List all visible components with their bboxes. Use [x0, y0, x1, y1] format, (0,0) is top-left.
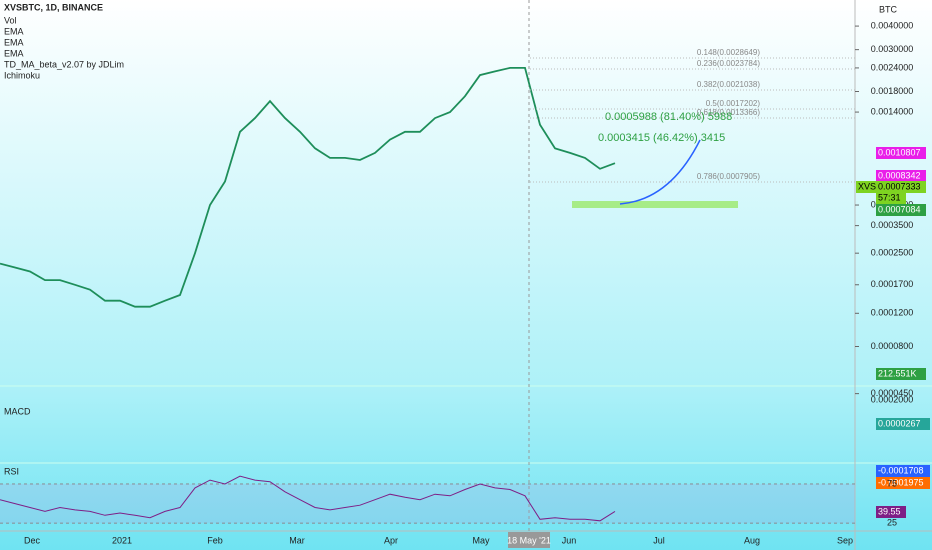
- time-label: Feb: [207, 535, 223, 545]
- rsi-tag: 39.55: [878, 506, 901, 516]
- time-label: Jul: [653, 535, 665, 545]
- time-label: Apr: [384, 535, 398, 545]
- time-label: Sep: [837, 535, 853, 545]
- fib-label: 0.148(0.0028649): [697, 48, 761, 57]
- indicator-name: EMA: [4, 48, 24, 58]
- projection-arrow: [619, 139, 701, 205]
- fib-label: 0.786(0.0007905): [697, 172, 761, 181]
- time-label: Aug: [744, 535, 760, 545]
- macd-tag: -0.0001708: [878, 465, 924, 475]
- indicator-name: EMA: [4, 37, 24, 47]
- time-label: Dec: [24, 535, 41, 545]
- price-line: [0, 67, 616, 308]
- price-tick-label: 0.0000800: [871, 341, 914, 351]
- fib-label: 0.236(0.0023784): [697, 59, 761, 68]
- price-tag: 57:31: [878, 192, 901, 202]
- time-label: 18 May '21: [507, 535, 551, 545]
- crosshair-date-bg: [508, 532, 550, 548]
- indicator-name: TD_MA_beta_v2.07 by JDLim: [4, 59, 124, 69]
- macd-tag: 0.0000267: [878, 418, 921, 428]
- price-unit: BTC: [879, 4, 898, 14]
- indicator-name: Vol: [4, 15, 17, 25]
- support-zone: [572, 201, 738, 208]
- rsi-line: [0, 475, 616, 522]
- price-tag-bg: [876, 192, 906, 204]
- rsi-tag-bg: [876, 506, 906, 518]
- price-tag: 0.0007084: [878, 204, 921, 214]
- price-tick-label: 0.0030000: [871, 44, 914, 54]
- fib-label: 0.618(0.0013366): [697, 108, 761, 117]
- price-tick-label: 0.0000450: [871, 388, 914, 398]
- rsi-title: RSI: [4, 466, 19, 476]
- price-tick-label: 0.0040000: [871, 20, 914, 30]
- macd-title: MACD: [4, 406, 31, 416]
- price-tag-bg: [876, 170, 926, 182]
- fib-label: 0.382(0.0021038): [697, 80, 761, 89]
- price-tick-label: 0.0001700: [871, 279, 914, 289]
- price-tick-label: 0.0014000: [871, 106, 914, 116]
- time-label: Mar: [289, 535, 305, 545]
- time-label: Jun: [562, 535, 577, 545]
- time-label: 2021: [112, 535, 132, 545]
- macd-tag-bg: [876, 477, 930, 489]
- indicator-name: Ichimoku: [4, 70, 40, 80]
- price-tag: 212.551K: [878, 368, 917, 378]
- price-tick-label: 0.0002500: [871, 248, 914, 258]
- price-tag: 0.0007333: [878, 181, 921, 191]
- price-tag: 0.0008342: [878, 170, 921, 180]
- rsi-band: [0, 484, 855, 524]
- price-tag-bg: [876, 204, 926, 216]
- measure-annotation: 0.0005988 (81.40%) 5988: [605, 111, 732, 123]
- price-tick-label: 0.0003500: [871, 220, 914, 230]
- time-label: May: [472, 535, 490, 545]
- rsi-tick-label: 25: [887, 518, 897, 528]
- price-tick-label: 0.0024000: [871, 62, 914, 72]
- macd-tag-bg: [876, 418, 930, 430]
- symbol-title: XVSBTC, 1D, BINANCE: [4, 2, 103, 12]
- macd-axis-label: 0.0002000: [871, 394, 914, 404]
- macd-tag: -0.0001975: [878, 477, 924, 487]
- price-tick-label: 0.0001200: [871, 308, 914, 318]
- measure-annotation: 0.0003415 (46.42%) 3415: [598, 132, 725, 144]
- macd-tag-bg: [876, 465, 930, 477]
- price-tag-bg: [876, 147, 926, 159]
- price-tag: 0.0010807: [878, 147, 921, 157]
- price-tick-label: 0.0018000: [871, 86, 914, 96]
- fib-label: 0.5(0.0017202): [706, 99, 761, 108]
- price-tag-bg: [876, 368, 926, 380]
- price-tag-bg: [876, 181, 926, 193]
- indicator-name: EMA: [4, 26, 24, 36]
- rsi-tick-label: 75: [887, 478, 897, 488]
